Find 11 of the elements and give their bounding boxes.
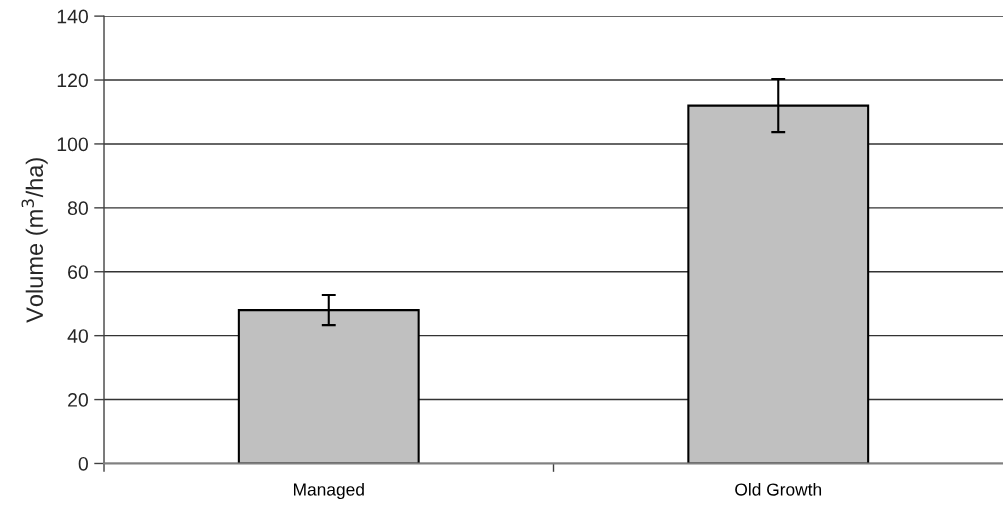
- y-tick-label: 0: [78, 456, 88, 471]
- y-axis-title: Volume (m$^{3}$/ha): [21, 158, 48, 323]
- y-tick-label: 40: [67, 329, 88, 343]
- x-tick-label: Old Growth: [735, 482, 822, 496]
- y-tick-label: 100: [57, 137, 88, 152]
- y-tick-label: 80: [67, 201, 88, 216]
- y-tick-label: 60: [68, 265, 88, 279]
- y-tick-label: 140: [57, 9, 88, 24]
- y-tick-label: 20: [68, 393, 88, 407]
- y-tick-label: 120: [57, 73, 88, 88]
- x-tick-label: Managed: [293, 482, 364, 500]
